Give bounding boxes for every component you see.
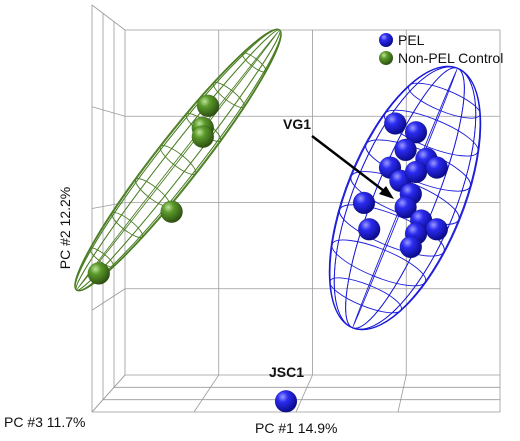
pel-point-1 <box>404 121 428 144</box>
annotation-jsc1-label: JSC1 <box>269 364 304 380</box>
pel-point-16 <box>274 390 298 413</box>
pel-point-9 <box>352 191 376 215</box>
grid-line <box>397 374 407 413</box>
x-axis-label: PC #1 14.9% <box>255 420 338 436</box>
legend-marker-pel <box>379 33 393 47</box>
grid-line <box>295 374 313 413</box>
non-pel-point-3 <box>160 200 183 223</box>
pel-point-12 <box>425 218 449 241</box>
grid-line <box>91 106 126 117</box>
annotations: VG1 JSC1 <box>269 116 394 380</box>
pel-point-7 <box>425 156 449 179</box>
data-points <box>87 94 449 413</box>
mesh-ring <box>329 277 402 314</box>
pel-point-6 <box>404 160 428 184</box>
grid-line <box>91 374 126 413</box>
legend: PEL Non-PEL Control <box>379 32 503 66</box>
grid-line <box>91 4 126 31</box>
y-axis-label: PC #2 12.2% <box>57 187 73 270</box>
grid-line <box>91 202 126 209</box>
mesh-ring <box>408 82 481 119</box>
z-axis-label: PC #3 11.7% <box>4 414 85 430</box>
pel-point-0 <box>383 112 407 135</box>
mesh-meridian <box>74 28 282 292</box>
pel-point-2 <box>394 138 417 162</box>
mesh-meridian <box>75 29 281 291</box>
annotation-vg1-arrowhead <box>379 186 394 199</box>
pel-point-15 <box>399 235 423 259</box>
grid-line <box>91 288 126 311</box>
mesh-outline <box>74 28 282 292</box>
non-pel-point-2 <box>191 125 215 148</box>
pel-point-10 <box>394 196 417 219</box>
mesh-meridian <box>74 28 282 292</box>
grid-line <box>193 374 220 413</box>
annotation-vg1-arrow <box>311 135 389 195</box>
non-pel-point-0 <box>196 94 220 118</box>
grid-lines <box>91 4 501 413</box>
legend-label-pel: PEL <box>398 32 425 48</box>
legend-label-non-pel: Non-PEL Control <box>398 50 503 66</box>
mesh-outline <box>329 65 481 331</box>
pel-point-14 <box>357 218 381 241</box>
legend-marker-non-pel <box>379 51 393 65</box>
non-pel-point-4 <box>87 262 111 285</box>
annotation-vg1-label: VG1 <box>283 116 311 132</box>
non-pel-ellipsoid-mesh <box>74 28 282 292</box>
